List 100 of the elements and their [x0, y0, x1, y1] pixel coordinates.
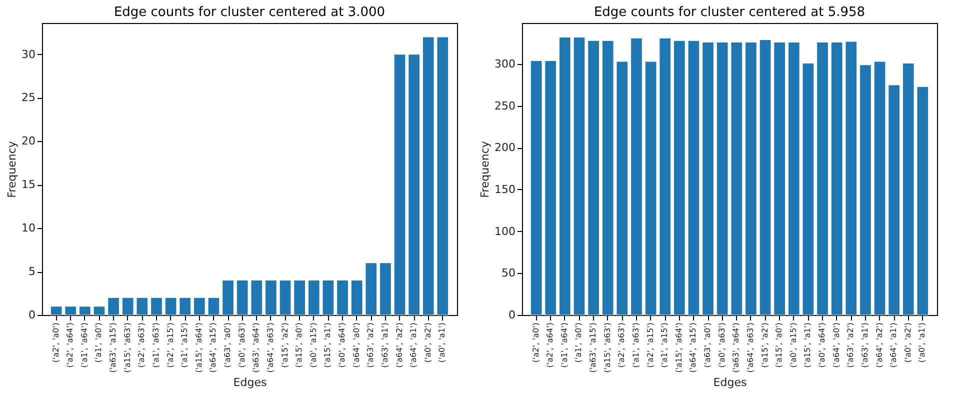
bar	[702, 42, 714, 316]
x-tick-label: ('a1', 'a15')	[660, 322, 670, 368]
x-tick-label: ('a0', 'a2')	[903, 322, 912, 363]
x-tick-label: ('a63', 'a2')	[846, 322, 856, 368]
x-tick-label: ('a15', 'a1')	[323, 322, 332, 368]
bar	[616, 61, 628, 316]
x-tick-label: ('a2', 'a15')	[646, 322, 655, 368]
y-tick-label: 25	[22, 91, 36, 104]
bar	[164, 297, 177, 316]
x-tick-label: ('a1', 'a63')	[151, 322, 160, 368]
bar	[179, 297, 192, 316]
x-tick-label: ('a63', 'a0')	[223, 322, 232, 368]
bar	[122, 297, 134, 316]
y-tick-label: 150	[494, 183, 516, 196]
x-tick-label: ('a0', 'a64')	[338, 322, 347, 368]
x-tick-label: ('a64', 'a1')	[409, 322, 418, 368]
bar	[530, 60, 542, 316]
x-tick-label: ('a0', 'a63')	[717, 322, 726, 368]
bar	[573, 36, 586, 316]
x-tick-label: ('a63', 'a64')	[732, 322, 741, 373]
bar	[222, 280, 234, 316]
bar	[408, 54, 420, 316]
x-tick-label: ('a15', 'a0')	[774, 322, 784, 368]
bar	[150, 297, 163, 316]
x-tick-label: ('a64', 'a2')	[874, 322, 884, 368]
x-tick-label: ('a15', 'a1')	[803, 322, 812, 368]
bar	[859, 64, 872, 316]
y-tick-label: 100	[494, 224, 516, 238]
y-tick-label: 10	[22, 222, 36, 235]
bar	[50, 306, 62, 316]
x-tick-label: ('a64', 'a15')	[688, 322, 698, 373]
chart-title: Edge counts for cluster centered at 5.958	[594, 5, 866, 20]
bar	[744, 42, 757, 316]
bar	[644, 61, 657, 316]
x-tick-label: ('a64', 'a2')	[394, 322, 404, 368]
x-axis-title: Edges	[713, 376, 747, 389]
x-tick-label: ('a1', 'a0')	[94, 322, 104, 363]
x-tick-label: ('a63', 'a1')	[380, 322, 390, 368]
x-tick-label: ('a15', 'a64')	[194, 322, 204, 373]
bar	[874, 61, 886, 316]
x-tick-label: ('a2', 'a64')	[66, 322, 75, 368]
x-tick-label: ('a0', 'a15')	[308, 322, 318, 368]
bar	[294, 280, 306, 316]
bar	[436, 36, 449, 316]
bar	[544, 60, 557, 316]
bar	[788, 42, 800, 316]
y-tick-label: 200	[494, 141, 516, 154]
x-tick-label: ('a63', 'a0')	[703, 322, 712, 368]
x-tick-label: ('a15', 'a2')	[280, 322, 290, 368]
x-tick-label: ('a63', 'a2')	[366, 322, 376, 368]
x-tick-label: ('a0', 'a2')	[423, 322, 432, 363]
bar	[916, 86, 929, 316]
bar	[816, 42, 829, 316]
bar	[730, 42, 743, 316]
x-tick-label: ('a64', 'a0')	[352, 322, 361, 368]
bar	[602, 40, 614, 316]
x-tick-label: ('a64', 'a63')	[746, 322, 755, 373]
x-tick-label: ('a64', 'a63')	[266, 322, 275, 373]
bar	[422, 36, 434, 316]
x-tick-label: ('a1', 'a64')	[560, 322, 569, 368]
x-tick-label: ('a15', 'a64')	[674, 322, 684, 373]
x-tick-label: ('a0', 'a15')	[788, 322, 798, 368]
x-tick-label: ('a0', 'a1')	[918, 322, 927, 363]
bar	[716, 42, 728, 316]
y-tick-label: 300	[494, 57, 516, 70]
bar	[659, 38, 672, 316]
x-tick-label: ('a0', 'a1')	[438, 322, 447, 363]
x-tick-label: ('a2', 'a15')	[166, 322, 175, 368]
bar	[845, 41, 858, 316]
bar	[193, 297, 206, 316]
bar	[308, 280, 320, 316]
x-axis-title: Edges	[233, 376, 267, 389]
x-tick-label: ('a63', 'a64')	[252, 322, 261, 373]
x-tick-label: ('a2', 'a63')	[137, 322, 146, 368]
bar	[759, 39, 772, 316]
bar	[108, 297, 120, 316]
x-tick-label: ('a63', 'a15')	[108, 322, 118, 373]
x-tick-label: ('a64', 'a1')	[889, 322, 898, 368]
bar	[774, 42, 786, 316]
bar	[279, 280, 292, 316]
bar	[558, 36, 571, 316]
x-tick-label: ('a1', 'a15')	[180, 322, 190, 368]
bar	[208, 297, 220, 316]
x-tick-label: ('a15', 'a0')	[294, 322, 304, 368]
x-tick-label: ('a0', 'a63')	[237, 322, 246, 368]
y-tick-label: 50	[502, 266, 516, 280]
y-tick-label: 30	[22, 48, 36, 61]
bar	[350, 280, 363, 316]
bar	[802, 62, 814, 316]
bar	[630, 38, 643, 316]
x-tick-label: ('a1', 'a63')	[631, 322, 640, 368]
y-axis-title: Frequency	[478, 140, 492, 198]
bar	[379, 262, 392, 316]
x-tick-label: ('a2', 'a63')	[617, 322, 626, 368]
bar	[688, 40, 700, 316]
x-tick-label: ('a2', 'a0')	[531, 322, 540, 363]
y-tick-label: 15	[22, 178, 36, 192]
bar	[322, 280, 334, 316]
y-tick-label: 250	[494, 99, 516, 112]
bar	[673, 40, 686, 316]
